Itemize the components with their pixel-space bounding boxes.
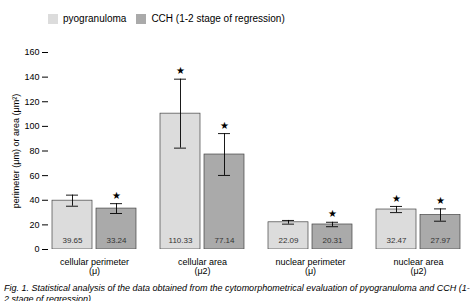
svg-text:★: ★ (392, 193, 401, 204)
svg-text:110.33: 110.33 (169, 236, 193, 245)
svg-text:27.97: 27.97 (430, 236, 451, 245)
svg-text:140: 140 (24, 72, 39, 82)
svg-text:★: ★ (112, 190, 121, 201)
svg-text:32.47: 32.47 (386, 236, 407, 245)
svg-text:39.65: 39.65 (62, 236, 83, 245)
svg-text:160: 160 (24, 47, 39, 57)
html-text:CCH (1-2 stage of regression): CCH (1-2 stage of regression) (151, 13, 285, 24)
svg-text:40: 40 (29, 195, 39, 205)
svg-text:★: ★ (176, 65, 185, 76)
svg-text:nuclear perimeter(μ): nuclear perimeter(μ) (275, 257, 345, 276)
svg-text:33.24: 33.24 (106, 236, 127, 245)
svg-text:22.09: 22.09 (278, 236, 299, 245)
svg-text:80: 80 (29, 146, 39, 156)
svg-text:0: 0 (34, 244, 39, 254)
svg-text:20: 20 (29, 220, 39, 230)
svg-text:cellular area(μ2): cellular area(μ2) (178, 257, 227, 276)
svg-text:77.14: 77.14 (214, 236, 235, 245)
svg-text:cellular perimeter(μ): cellular perimeter(μ) (60, 257, 129, 276)
svg-text:perimeter (μm) or area (μm²): perimeter (μm) or area (μm²) (11, 94, 21, 208)
html-text:pyogranuloma: pyogranuloma (63, 13, 127, 24)
svg-text:★: ★ (328, 208, 337, 219)
svg-text:100: 100 (24, 121, 39, 131)
svg-text:20.31: 20.31 (322, 236, 343, 245)
svg-text:60: 60 (29, 171, 39, 181)
svg-text:★: ★ (436, 195, 445, 206)
svg-text:120: 120 (24, 97, 39, 107)
svg-text:★: ★ (220, 120, 229, 131)
svg-text:nuclear area(μ2): nuclear area(μ2) (393, 257, 443, 276)
